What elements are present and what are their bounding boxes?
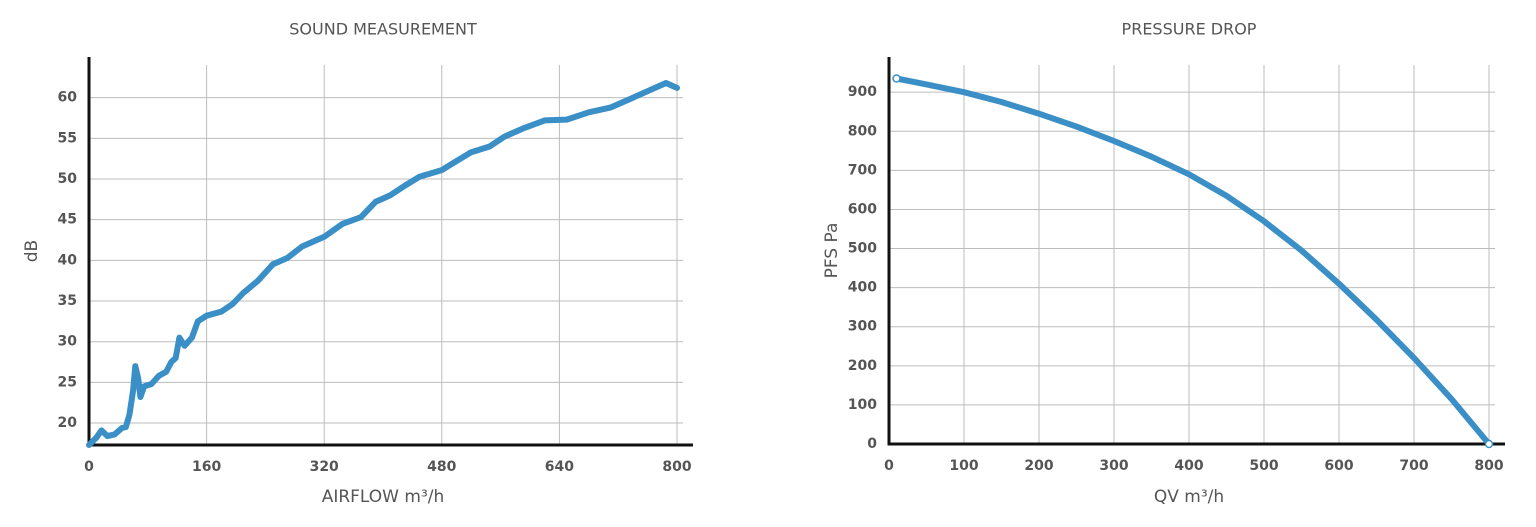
y-tick-label: 40 <box>58 252 78 268</box>
x-tick-label: 200 <box>1024 458 1053 474</box>
y-tick-label: 800 <box>848 123 877 139</box>
y-tick-label: 55 <box>58 130 77 146</box>
y-tick-label: 200 <box>848 358 877 374</box>
y-axis-label: PFS Pa <box>822 223 842 279</box>
x-tick-label: 320 <box>310 459 339 475</box>
y-tick-label: 20 <box>58 415 78 431</box>
y-tick-label: 100 <box>848 397 877 413</box>
y-tick-label: 600 <box>848 201 877 217</box>
x-tick-label: 700 <box>1399 458 1428 474</box>
y-tick-label: 25 <box>58 374 77 390</box>
y-tick-label: 60 <box>58 90 78 106</box>
x-tick-label: 0 <box>884 458 894 474</box>
line <box>893 75 1492 447</box>
x-axis-label: AIRFLOW m³/h <box>322 487 445 507</box>
x-tick-label: 800 <box>662 459 691 475</box>
end-marker <box>892 74 901 83</box>
y-tick-label: 300 <box>848 319 877 335</box>
x-tick-label: 0 <box>84 459 94 475</box>
y-tick-label: 900 <box>848 84 877 100</box>
y-tick-label: 400 <box>848 280 877 296</box>
end-marker <box>1484 439 1494 449</box>
y-tick-label: 700 <box>848 162 877 178</box>
chart-title: PRESSURE DROP <box>1122 20 1257 39</box>
x-tick-label: 600 <box>1324 458 1353 474</box>
y-tick-label: 30 <box>58 334 78 350</box>
y-axis-label: dB <box>22 240 42 262</box>
x-tick-label: 400 <box>1174 458 1203 474</box>
y-tick-label: 45 <box>58 212 77 228</box>
y-tick-label: 500 <box>848 241 877 257</box>
y-tick-label: 35 <box>58 293 77 309</box>
chart-title: SOUND MEASUREMENT <box>289 20 477 39</box>
x-tick-label: 480 <box>427 459 456 475</box>
x-tick-label: 160 <box>192 459 221 475</box>
x-tick-label: 300 <box>1099 458 1128 474</box>
y-tick-label: 0 <box>867 436 877 452</box>
x-axis-label: QV m³/h <box>1154 487 1224 507</box>
x-tick-label: 640 <box>545 459 574 475</box>
x-tick-label: 500 <box>1249 458 1278 474</box>
line <box>86 80 680 448</box>
x-tick-label: 800 <box>1474 458 1503 474</box>
x-tick-label: 100 <box>949 458 978 474</box>
y-tick-label: 50 <box>58 171 78 187</box>
